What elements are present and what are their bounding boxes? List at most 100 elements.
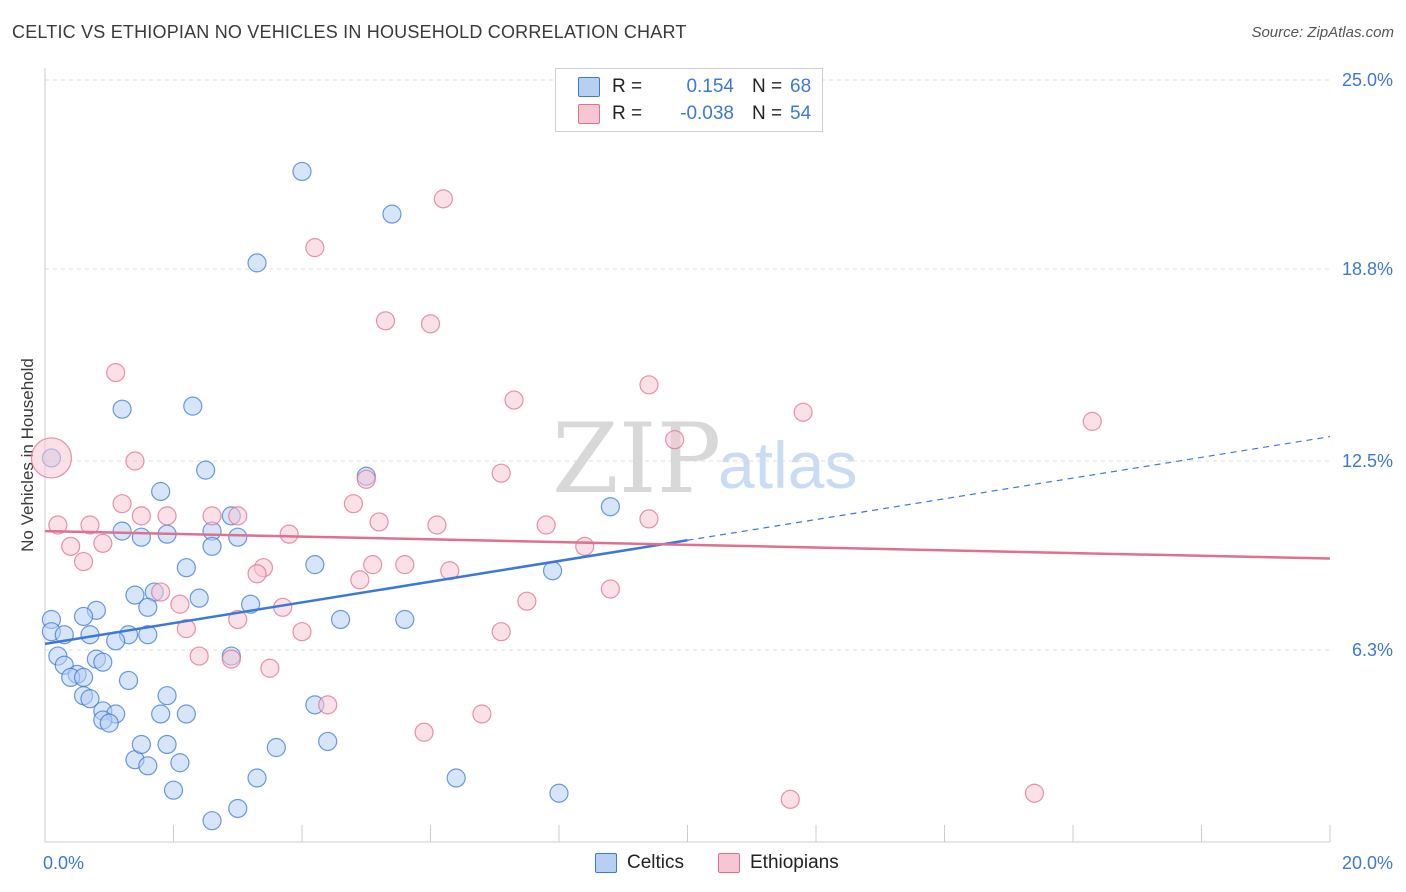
ethiopians-point xyxy=(639,375,659,395)
celtics-point xyxy=(202,536,222,556)
celtics-point xyxy=(183,396,203,416)
celtics-point xyxy=(138,625,158,645)
ethiopians-point xyxy=(517,591,537,611)
celtics-point xyxy=(189,588,209,608)
celtics-swatch xyxy=(578,77,600,97)
celtics-point xyxy=(202,811,222,831)
ethiopians-point xyxy=(665,430,685,450)
y-tick-label: 18.8% xyxy=(1342,259,1393,279)
ethiopians-point xyxy=(112,494,132,514)
ethiopians-point xyxy=(170,594,190,614)
ethiopians-point xyxy=(600,579,621,599)
n-label: N = xyxy=(752,103,783,124)
ethiopians-point xyxy=(420,314,441,334)
celtics-point xyxy=(170,753,190,773)
ethiopians-r-value: -0.038 xyxy=(680,103,734,124)
celtics-legend-label: Celtics xyxy=(627,852,685,873)
ethiopians-point xyxy=(433,189,453,209)
ethiopians-point xyxy=(369,512,389,532)
n-label: N = xyxy=(752,76,783,97)
ethiopians-point xyxy=(279,524,299,544)
celtics-legend-swatch xyxy=(595,853,617,873)
ethiopians-legend-swatch xyxy=(718,853,740,873)
ethiopians-point xyxy=(472,704,492,724)
ethiopians-point xyxy=(793,402,813,422)
ethiopians-point xyxy=(30,437,73,479)
celtics-point xyxy=(151,481,171,502)
celtics-point xyxy=(73,667,94,688)
ethiopians-point xyxy=(292,622,312,642)
ethiopians-point xyxy=(61,536,81,556)
ethiopians-point xyxy=(221,649,241,669)
celtics-point xyxy=(395,609,415,630)
y-tick-label: 25.0% xyxy=(1342,70,1393,90)
celtics-point xyxy=(228,798,248,819)
y-tick-label: 6.3% xyxy=(1352,640,1393,660)
ethiopians-point xyxy=(80,515,100,535)
ethiopians-point xyxy=(1082,411,1102,431)
legend-row-ethiopians: R = -0.038 N = 54 xyxy=(578,102,811,126)
grid-lines xyxy=(45,79,1330,651)
celtics-point xyxy=(247,768,267,788)
celtics-point xyxy=(163,780,184,800)
series-legend: Celtics Ethiopians xyxy=(0,852,1406,878)
ethiopians-point xyxy=(491,463,511,483)
ethiopians-point xyxy=(536,515,556,535)
ethiopians-point xyxy=(125,451,145,471)
celtics-point xyxy=(157,734,177,755)
celtics-point xyxy=(73,606,94,627)
celtics-point xyxy=(112,399,132,419)
celtics-point xyxy=(176,704,196,724)
celtics-point xyxy=(600,497,621,517)
ethiopians-point xyxy=(247,564,267,584)
celtics-point xyxy=(138,756,158,776)
tick-labels: 6.3% 12.5% 18.8% 25.0% 0.0% 20.0% xyxy=(43,70,1393,873)
trend-lines xyxy=(44,436,1331,646)
watermark-atlas: atlas xyxy=(718,428,857,502)
ethiopians-point xyxy=(228,506,248,526)
celtics-point xyxy=(151,704,171,724)
celtics-point xyxy=(118,670,139,691)
ethiopians-point xyxy=(1024,783,1045,803)
ethiopians-swatch xyxy=(578,104,600,124)
watermark-zip: ZIP xyxy=(552,403,721,515)
celtics-point xyxy=(305,555,325,575)
ethiopians-point xyxy=(780,789,800,809)
ethiopians-point xyxy=(343,494,363,514)
celtics-point xyxy=(112,521,132,541)
ethiopians-point xyxy=(189,646,209,666)
r-label: R = xyxy=(612,76,643,97)
celtics-point xyxy=(125,585,145,605)
celtics-point xyxy=(196,460,216,480)
chart-title: CELTIC VS ETHIOPIAN NO VEHICLES IN HOUSE… xyxy=(12,22,687,42)
celtics-point xyxy=(99,713,119,733)
ethiopians-point xyxy=(93,533,113,553)
legend-item-ethiopians[interactable]: Ethiopians xyxy=(718,852,839,874)
celtics-point xyxy=(80,689,100,709)
ethiopians-point xyxy=(228,609,248,630)
legend-row-celtics: R = 0.154 N = 68 xyxy=(578,75,811,99)
ethiopians-legend-label: Ethiopians xyxy=(750,852,839,873)
celtics-point xyxy=(549,783,569,803)
watermark: ZIP atlas xyxy=(552,403,857,515)
celtics-trend-line xyxy=(44,539,688,646)
celtics-trend-extension xyxy=(687,436,1331,541)
celtics-point xyxy=(318,731,338,752)
ethiopians-point xyxy=(350,570,370,590)
celtics-point xyxy=(157,686,177,706)
ethiopians-n-value: 54 xyxy=(790,103,812,124)
celtics-point xyxy=(446,768,466,788)
legend-item-celtics[interactable]: Celtics xyxy=(595,852,684,874)
ethiopians-point xyxy=(151,582,171,602)
ethiopians-point xyxy=(73,551,94,572)
ethiopians-point xyxy=(575,536,595,556)
source-label: Source: ZipAtlas.com xyxy=(1251,24,1394,41)
ethiopians-point xyxy=(131,506,151,526)
celtics-point xyxy=(247,253,267,273)
r-label: R = xyxy=(612,103,643,124)
celtics-point xyxy=(542,561,563,581)
celtics-point xyxy=(131,734,151,755)
celtics-point xyxy=(228,527,248,547)
ethiopians-point xyxy=(356,469,376,489)
